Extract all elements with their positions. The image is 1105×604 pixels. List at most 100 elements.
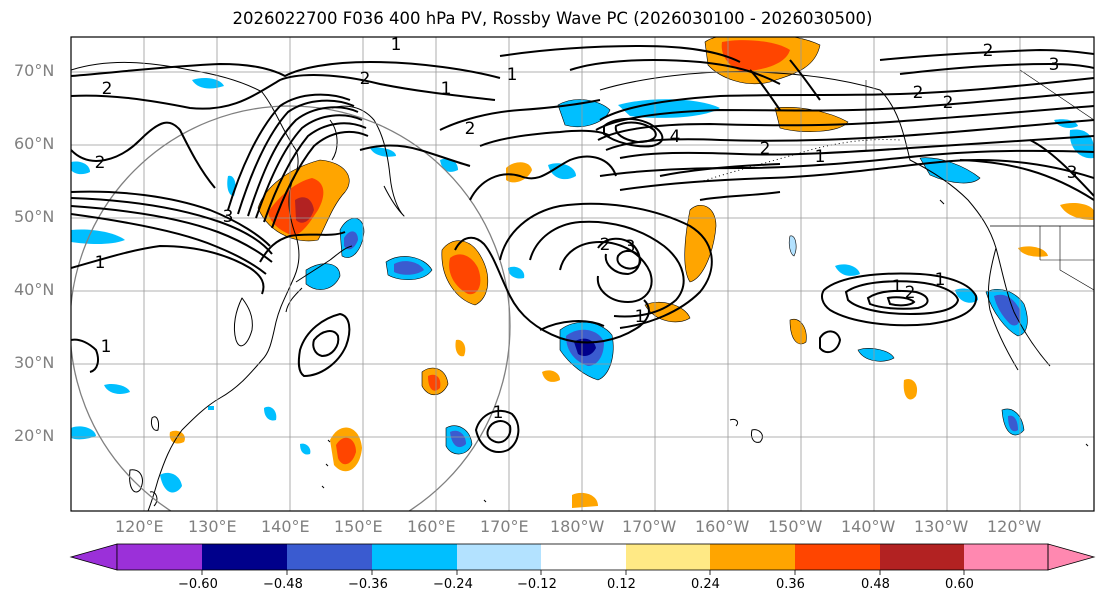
pv-contour (71, 213, 267, 275)
colorbar-segment (880, 544, 964, 570)
state-borders (1039, 226, 1094, 291)
pv-contour (263, 122, 367, 223)
colorbar-tick-label: 0.12 (607, 577, 636, 592)
positive-anomaly-core (295, 197, 314, 223)
negative-anomaly (192, 78, 224, 89)
positive-anomaly (684, 205, 717, 283)
colorbar-extend-high (1047, 543, 1096, 571)
pv-contour (71, 244, 265, 295)
korea-coast (233, 297, 253, 347)
pv-contour (619, 158, 1094, 191)
pv-contour (605, 119, 1094, 151)
pv-contour (616, 250, 642, 270)
pv-contour (1029, 139, 1094, 197)
contour-label: 3 (1049, 55, 1060, 75)
pv-contour (866, 289, 929, 310)
lon-label-170w: 170°W (622, 517, 677, 536)
pv-contour (71, 60, 501, 79)
negative-anomaly (557, 99, 611, 128)
contour-label: 3 (1067, 163, 1078, 183)
contour-label: 1 (815, 147, 826, 167)
pv-contour (597, 105, 1094, 141)
taiwan (151, 416, 159, 431)
positive-anomaly (455, 339, 466, 357)
colorbar-outline (116, 543, 1049, 571)
negative-anomaly (104, 383, 130, 394)
contour-label: 1 (635, 307, 646, 327)
lon-label-180w: 180°W (550, 517, 605, 536)
pv-contours (71, 44, 1094, 453)
negative-anomaly (508, 266, 525, 279)
pv-contour (699, 191, 781, 201)
lon-label-130e: 130°E (188, 517, 237, 536)
pv-contour (255, 114, 363, 219)
contour-label: 1 (101, 337, 112, 357)
colorbar-tick-label: 0.48 (861, 577, 890, 592)
lon-label-150w: 150°W (768, 517, 823, 536)
small-islands (321, 199, 1089, 503)
lat-label-70n: 70°N (14, 61, 55, 80)
positive-anomaly (1060, 202, 1094, 220)
pv-contour (749, 59, 821, 111)
contour-label: 2 (983, 41, 994, 61)
colorbar-segment (117, 544, 202, 570)
negative-anomaly-core (450, 430, 466, 448)
contour-label: 3 (223, 207, 234, 227)
pv-contour (439, 99, 601, 131)
sea-of-okhotsk (329, 119, 338, 161)
pv-contour (237, 99, 355, 215)
lon-label-160w: 160°W (695, 517, 750, 536)
pv-contour (312, 330, 340, 358)
negative-anomaly (71, 426, 96, 440)
pv-contour (479, 129, 611, 147)
colorbar-extend-low (69, 543, 118, 571)
negative-anomaly-core (994, 294, 1021, 326)
pv-contour (486, 420, 512, 444)
pv-contour (474, 409, 520, 453)
lat-label-30n: 30°N (14, 353, 55, 372)
colorbar-segment (457, 544, 541, 570)
colorbar-tick-label: −0.60 (178, 577, 218, 592)
contour-label: 1 (391, 35, 402, 55)
contour-label: 2 (102, 79, 113, 99)
map-title: 2026022700 F036 400 hPa PV, Rossby Wave … (232, 9, 873, 28)
north-america-west-coast (987, 247, 1019, 371)
colorbar-segment (795, 544, 880, 570)
contour-labels: 2 1 2 1 2 3 1 2 1 1 2 3 1 2 1 1 4 2 1 2 … (95, 35, 1078, 423)
negative-anomaly (71, 161, 90, 175)
contour-label: 2 (760, 139, 771, 159)
pv-contour (659, 159, 1094, 201)
negative-anomaly (71, 229, 125, 244)
lon-label-150e: 150°E (334, 517, 383, 536)
positive-anomaly-core (449, 254, 481, 295)
pv-contour (71, 121, 216, 189)
pv-contour (71, 197, 273, 255)
colorbar-tick-label: −0.36 (348, 577, 388, 592)
map-frame (70, 36, 1095, 512)
positive-anomaly (572, 492, 598, 508)
contour-label: 1 (493, 403, 504, 423)
negative-anomaly-core (1008, 415, 1018, 432)
pv-contour (247, 106, 359, 217)
hawaii-islands (729, 419, 763, 443)
colorbar-tick-label: −0.24 (433, 577, 473, 592)
positive-anomaly-core (428, 374, 441, 391)
pv-contour (559, 240, 653, 304)
pv-contour (879, 48, 1094, 61)
negative-anomaly (857, 348, 895, 362)
negative-anomaly (160, 472, 182, 493)
asia-coast (71, 61, 300, 511)
aleutian-chain (699, 139, 901, 183)
lon-label-120e: 120°E (115, 517, 164, 536)
pv-contour (819, 330, 842, 354)
pv-contour (821, 272, 978, 327)
contour-label: 2 (465, 119, 476, 139)
positive-anomaly (903, 378, 918, 400)
pv-contour (539, 320, 605, 331)
analysis-radius-circle (71, 105, 511, 511)
pv-contour (899, 62, 1094, 75)
contour-label: 4 (670, 127, 681, 147)
contour-label: 3 (625, 237, 636, 257)
contour-label: 1 (507, 65, 518, 85)
